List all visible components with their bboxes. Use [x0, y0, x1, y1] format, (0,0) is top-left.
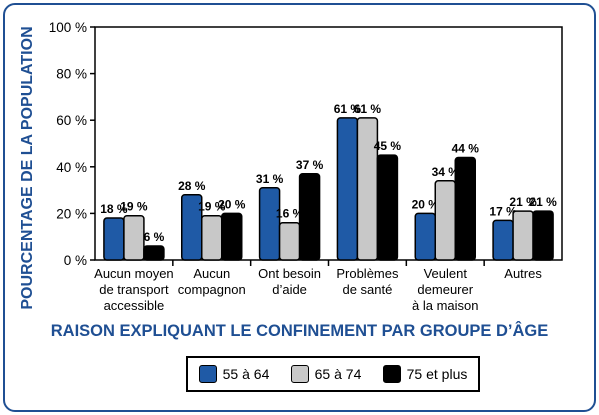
- bar: [454, 156, 476, 261]
- x-tick-label: à la maison: [412, 298, 478, 313]
- data-label: 37 %: [296, 158, 324, 172]
- legend-item-55-64: 55 à 64: [198, 365, 270, 383]
- legend-swatch-65-74: [290, 365, 309, 383]
- data-label: 44 %: [452, 141, 480, 155]
- data-label: 20 %: [218, 197, 246, 211]
- x-tick-label: compagnon: [178, 282, 246, 297]
- bar: [414, 212, 436, 261]
- x-tick-label: Aucun moyen: [94, 266, 174, 281]
- legend-label-65-74: 65 à 74: [314, 366, 362, 382]
- data-label: 17 %: [489, 204, 517, 218]
- legend-label-75-plus: 75 et plus: [406, 366, 468, 382]
- bar: [376, 154, 399, 261]
- data-label: 6 %: [144, 230, 165, 244]
- data-label: 20 %: [412, 197, 440, 211]
- legend: 55 à 64 65 à 74 75 et plus: [186, 356, 480, 392]
- bar: [103, 217, 125, 261]
- data-label: 16 %: [276, 207, 304, 221]
- y-tick-label: 20 %: [56, 206, 87, 221]
- y-tick-label: 100 %: [49, 20, 87, 35]
- y-tick-label: 0 %: [64, 253, 87, 268]
- legend-swatch-75-plus: [382, 365, 401, 383]
- data-label: 61 %: [354, 102, 382, 116]
- y-tick-label: 40 %: [56, 160, 87, 175]
- data-label: 21 %: [529, 195, 557, 209]
- x-tick-label: Ont besoin: [258, 266, 321, 281]
- legend-swatch-55-64: [198, 365, 217, 383]
- bar: [434, 180, 456, 261]
- plot-area: [94, 26, 563, 261]
- y-tick-label: 60 %: [56, 113, 87, 128]
- x-tick-label: Aucun: [193, 266, 230, 281]
- bar: [201, 214, 223, 261]
- legend-label-55-64: 55 à 64: [222, 366, 270, 382]
- x-tick-label: accessible: [104, 298, 165, 313]
- data-label: 19 %: [198, 200, 226, 214]
- y-tick-label: 80 %: [56, 67, 87, 82]
- x-tick-label: d’aide: [272, 282, 307, 297]
- data-label: 31 %: [256, 172, 284, 186]
- x-axis-label: RAISON EXPLIQUANT LE CONFINEMENT PAR GRO…: [50, 322, 549, 340]
- data-label: 19 %: [120, 200, 148, 214]
- legend-item-65-74: 65 à 74: [290, 365, 362, 383]
- bar: [336, 117, 359, 261]
- x-tick-label: de santé: [342, 282, 392, 297]
- data-label: 21 %: [509, 195, 537, 209]
- x-tick-label: Autres: [504, 266, 542, 281]
- bar: [123, 214, 145, 261]
- bar: [298, 173, 321, 261]
- x-tick-label: Veulent: [424, 266, 468, 281]
- legend-item-75-plus: 75 et plus: [382, 365, 468, 383]
- data-label: 45 %: [374, 139, 402, 153]
- data-label: 28 %: [178, 179, 206, 193]
- x-tick-label: Problèmes: [336, 266, 399, 281]
- bar: [221, 212, 243, 261]
- bar: [258, 187, 281, 261]
- bar: [143, 245, 165, 261]
- bar: [492, 219, 514, 261]
- bar: [278, 221, 301, 261]
- x-tick-label: demeurer: [417, 282, 473, 297]
- data-label: 18 %: [100, 202, 128, 216]
- bar: [532, 210, 554, 261]
- data-label: 34 %: [432, 165, 460, 179]
- data-label: 61 %: [334, 102, 362, 116]
- y-axis-label: POURCENTAGE DE LA POPULATION: [19, 26, 36, 310]
- x-tick-label: de transport: [99, 282, 169, 297]
- bar: [512, 210, 534, 261]
